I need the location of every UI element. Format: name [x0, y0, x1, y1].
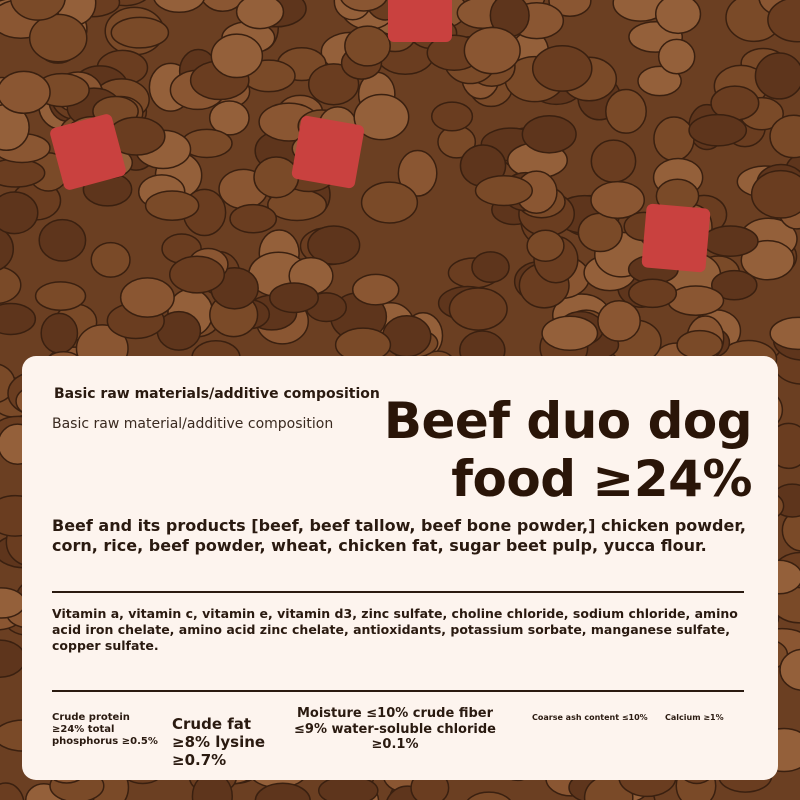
additives-text: Vitamin a, vitamin c, vitamin e, vitamin… — [52, 606, 738, 653]
kibble — [688, 113, 748, 147]
subtitle-materials: Basic raw materials/additive composition — [54, 386, 380, 402]
kibble — [710, 269, 758, 301]
kibble — [144, 190, 200, 221]
divider — [52, 690, 744, 692]
kibble — [653, 116, 695, 162]
kibble — [353, 93, 410, 141]
beef-cube — [641, 203, 711, 273]
product-title: Beef duo dog food ≥24% — [383, 392, 753, 508]
kibble — [654, 0, 702, 35]
kibble — [382, 315, 432, 358]
kibble — [397, 149, 438, 197]
kibble — [781, 508, 800, 552]
kibble — [474, 174, 534, 207]
kibble — [597, 300, 641, 342]
kibble — [701, 225, 759, 257]
kibble — [169, 255, 226, 294]
kibble — [590, 180, 646, 219]
kibble — [28, 13, 88, 63]
kibble — [750, 169, 800, 219]
kibble — [628, 278, 678, 309]
beef-cube — [291, 115, 365, 189]
kibble — [577, 212, 623, 253]
kibble — [254, 782, 311, 800]
kibble — [34, 281, 87, 311]
kibble — [210, 33, 264, 79]
nutrition-fat: Crude fat ≥8% lysine ≥0.7% — [172, 715, 266, 769]
nutrition-calcium: Calcium ≥1% — [665, 713, 724, 722]
kibble — [779, 648, 800, 691]
kibble — [521, 114, 577, 154]
kibble — [767, 0, 800, 43]
beef-cube — [50, 114, 126, 190]
kibble — [676, 329, 724, 360]
kibble — [351, 273, 400, 306]
subtitle-material: Basic raw material/additive composition — [52, 416, 334, 432]
divider — [52, 591, 744, 593]
kibble — [269, 282, 319, 314]
kibble — [740, 239, 795, 281]
kibble — [0, 191, 39, 235]
kibble — [38, 218, 87, 262]
kibble — [541, 315, 599, 352]
kibble — [0, 266, 22, 304]
kibble — [0, 302, 37, 336]
kibble — [253, 156, 300, 199]
kibble — [229, 203, 278, 234]
kibble — [526, 229, 565, 263]
kibble — [40, 312, 79, 354]
kibble — [360, 181, 419, 224]
title-line-2: food ≥24% — [451, 450, 752, 508]
nutrition-protein: Crude protein ≥24% total phosphorus ≥0.5… — [52, 712, 158, 747]
kibble — [110, 16, 170, 49]
kibble — [430, 101, 474, 132]
kibble — [119, 277, 175, 318]
kibble — [657, 38, 696, 75]
kibble — [0, 70, 51, 115]
kibble — [637, 65, 682, 97]
beef-cube — [388, 0, 452, 42]
kibble — [590, 139, 637, 184]
kibble — [0, 227, 15, 271]
kibble — [448, 287, 508, 331]
kibble — [235, 0, 285, 30]
kibble — [90, 241, 131, 278]
nutrition-ash: Coarse ash content ≤10% — [532, 713, 648, 722]
kibble — [201, 0, 245, 13]
kibble — [307, 225, 361, 265]
kibble — [344, 25, 391, 67]
ingredients-text: Beef and its products [beef, beef tallow… — [52, 516, 746, 555]
title-line-1: Beef duo dog — [383, 392, 753, 450]
nutrition-moisture: Moisture ≤10% crude fiber ≤9% water-solu… — [294, 706, 496, 753]
kibble — [9, 0, 66, 21]
kibble — [208, 100, 250, 136]
kibble — [153, 0, 205, 14]
kibble — [769, 316, 800, 351]
kibble — [466, 791, 511, 800]
kibble — [463, 26, 521, 75]
kibble — [471, 251, 510, 284]
kibble — [605, 88, 647, 134]
ingredient-card: Basic raw materials/additive composition… — [22, 356, 778, 780]
kibble — [754, 52, 800, 100]
kibble — [531, 45, 593, 92]
kibble — [340, 0, 388, 12]
kibble — [769, 114, 800, 159]
kibble — [0, 782, 25, 800]
